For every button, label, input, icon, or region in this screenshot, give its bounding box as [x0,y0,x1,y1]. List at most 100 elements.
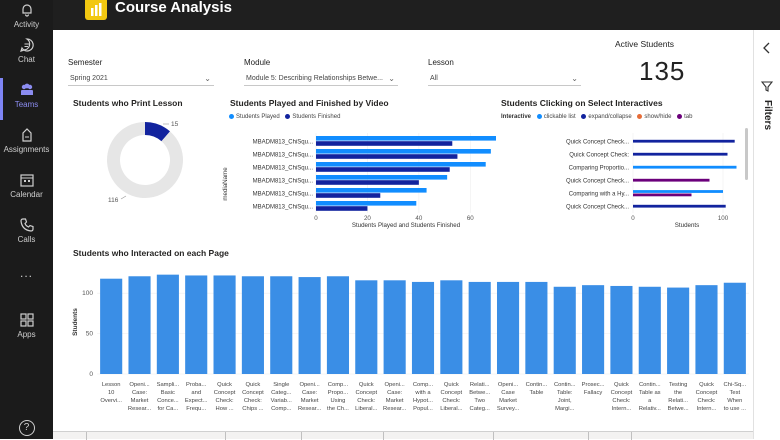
interactives-chart-legend: Interactive clickable list expand/collap… [501,114,692,120]
column-bar [553,286,576,374]
x-tick-label: Comp... Propo... Using the Ch... [327,382,349,412]
x-tick-label: Testing the Relati... Betwe... [668,382,689,412]
app-rail: Activity Chat Teams Assignments Calendar… [0,0,53,439]
interactives-chart-title: Students Clicking on Select Interactives [501,98,663,108]
vertical-scrollbar[interactable] [745,128,748,180]
column-bar [496,281,520,374]
lesson-slicer-label: Lesson [428,58,454,67]
tab-separator [225,432,226,440]
column-bar [582,285,605,374]
bar [316,141,453,146]
chevron-down-icon: ⌄ [571,74,578,83]
filter-funnel-icon [761,81,773,92]
x-tick-label: Quick Concept Check: How ... [214,382,236,412]
donut-chart[interactable]: 15 116 [93,114,223,206]
bar [633,204,726,208]
legend-label: tab [684,114,693,121]
lesson-slicer[interactable]: All ⌄ [428,72,581,86]
bar [316,206,368,211]
column-bar [525,281,548,374]
x-tick-label: Single Categ... Variab... Comp... [271,382,293,412]
x-tick-label: Openi... Case Market Survey... [497,382,520,412]
legend-label: expand/collapse [588,114,632,121]
video-chart-title: Students Played and Finished by Video [230,98,389,108]
tab-separator [86,432,87,440]
legend-dot [637,114,643,119]
column-bar [695,285,718,374]
rail-item-label: Teams [14,100,39,109]
y-tick-label: MBADM813_ChiSqu... [253,179,314,185]
kpi-value: 135 [639,56,686,86]
module-slicer-label: Module [244,58,271,67]
x-tick-label: 100 [718,215,729,222]
chevron-down-icon: ⌄ [204,74,211,83]
interactives-bar-chart[interactable]: 0 100 Quick Concept Check... Quick Concept … [499,124,749,232]
semester-slicer-value: Spring 2021 [70,75,108,82]
x-tick-label: Quick Concept Check: Liberal... [355,382,378,412]
rail-item-label: Calendar [10,190,43,199]
rail-item-label: Assignments [3,145,50,154]
pages-column-chart[interactable]: 0 50 100 Students Lesson 10 Overvi... Openi... C… [67,264,753,430]
x-tick-label: Openi... Case: Market Resear... [128,382,152,412]
x-tick-label: Openi... Case: Market Resear... [298,382,322,412]
rail-item-apps[interactable]: Apps [0,312,53,339]
y-tick-label: Quick Concept Check... [566,140,629,146]
x-tick-label: Quick Concept Check: Intern... [696,382,718,412]
apps-icon [19,313,34,327]
bar [633,193,692,197]
page-tabs-strip[interactable] [53,431,753,440]
y-tick-label: Quick Concept Check: [569,153,629,159]
x-tick-label: Contin... Table: Joint, Margi... [554,382,576,412]
legend-dot [581,114,587,119]
filters-pane[interactable]: Filters [753,30,780,439]
x-tick-label: Openi... Case: Market Resear... [383,382,407,412]
donut-slice [145,122,171,142]
module-slicer-value: Module 5: Describing Relationships Betwe… [246,75,383,82]
bell-icon [21,4,32,17]
report-canvas: Semester Spring 2021 ⌄ Module Module 5: … [53,30,753,431]
legend-label: Students Played [236,114,280,121]
x-tick-label: 0 [314,215,318,222]
x-axis-title: Students Played and Students Finished [352,222,461,229]
module-slicer[interactable]: Module 5: Describing Relationships Betwe… [244,72,398,86]
x-tick-label: Quick Concept Check: Liberal... [440,382,463,412]
tab-separator [588,432,589,440]
legend-dot [677,114,683,119]
y-tick-label: Comparing with a Hy... [569,192,630,198]
x-tick-label: Comp... with a Hypot... Popul... [413,382,434,412]
rail-item-calls[interactable]: Calls [0,217,53,244]
phone-icon [19,218,34,232]
x-tick-label: 40 [415,215,422,222]
donut-leader-line [120,195,127,200]
rail-item-activity[interactable]: Activity [0,2,53,29]
semester-slicer[interactable]: Spring 2021 ⌄ [68,72,214,86]
column-bar [100,278,123,374]
column-bar [383,280,406,374]
x-tick-label: Relati... Betwe... Two Categ... [469,382,490,412]
column-bar [326,276,350,374]
collapse-chevron-icon[interactable] [762,42,772,54]
tab-separator [493,432,494,440]
rail-item-label: Calls [17,235,36,244]
rail-item-help[interactable]: ? [0,420,53,436]
column-bar [213,275,236,374]
video-bar-chart[interactable]: 0 20 40 60 MBADM813_ChiSqu... MBADM813_ChiSqu… [221,124,501,232]
column-bar [411,281,435,374]
donut-data-label: 15 [171,121,179,128]
rail-item-assignments[interactable]: Assignments [0,127,53,154]
powerbi-icon [85,0,107,20]
y-tick-label: MBADM813_ChiSqu... [253,140,314,146]
rail-item-calendar[interactable]: Calendar [0,172,53,199]
x-tick-label: Quick Concept Check: Intern... [611,382,633,412]
x-tick-label: Prosec... Fallacy [582,382,605,396]
tab-separator [301,432,302,440]
rail-item-teams[interactable]: Teams [0,82,53,109]
y-tick-label: MBADM813_ChiSqu... [253,205,314,211]
header-bar: Course Analysis [53,0,780,30]
x-tick-label: 60 [467,215,474,222]
teams-icon [20,83,33,95]
rail-item-more[interactable]: ... [0,266,53,280]
x-tick-label: 20 [364,215,371,222]
rail-item-label: Chat [18,55,35,64]
rail-item-chat[interactable]: Chat [0,37,53,64]
